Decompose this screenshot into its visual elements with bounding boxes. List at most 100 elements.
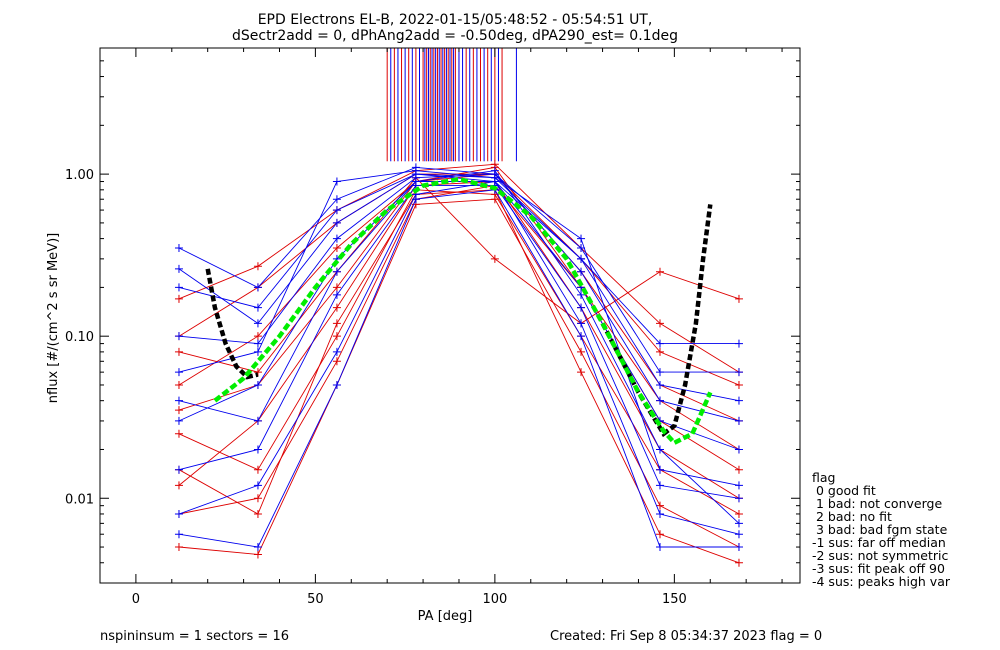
data-point <box>734 416 743 425</box>
data-point <box>577 267 586 276</box>
data-point <box>253 465 262 474</box>
data-point <box>174 347 183 356</box>
data-point <box>332 357 341 366</box>
x-tick-label: 0 <box>132 592 140 607</box>
data-point <box>656 543 664 552</box>
data-point <box>332 319 341 328</box>
chart-title-line1: EPD Electrons EL-B, 2022-01-15/05:48:52 … <box>258 12 653 28</box>
data-point <box>734 294 743 303</box>
data-point <box>577 368 586 377</box>
data-point <box>577 244 586 253</box>
data-point <box>332 234 341 243</box>
footer-right: Created: Fri Sep 8 05:34:37 2023 flag = … <box>550 629 822 644</box>
data-point <box>253 347 262 356</box>
data-point <box>253 339 262 348</box>
data-point <box>174 429 183 438</box>
data-point <box>411 170 420 179</box>
model-curve-left <box>205 268 259 380</box>
data-point <box>253 445 262 454</box>
data-point <box>253 283 262 292</box>
data-point <box>174 509 183 518</box>
data-point <box>332 303 341 312</box>
series-line-6 <box>178 189 740 515</box>
data-point <box>332 283 341 292</box>
series-line-2 <box>178 181 740 499</box>
data-point <box>332 347 341 356</box>
data-point <box>174 294 183 303</box>
data-point <box>332 290 341 299</box>
data-point <box>656 368 664 377</box>
data-point <box>174 530 183 539</box>
data-point <box>174 416 183 425</box>
data-point <box>656 481 664 490</box>
series-line-19 <box>178 173 740 402</box>
data-point <box>332 244 341 253</box>
data-point <box>253 550 262 559</box>
series-line-1 <box>178 173 740 422</box>
data-point <box>656 380 664 389</box>
data-point <box>656 530 664 539</box>
series-line-17 <box>178 170 740 486</box>
data-point <box>734 509 743 518</box>
data-point <box>253 332 262 341</box>
data-point <box>656 319 664 328</box>
series-line-15 <box>178 173 740 422</box>
data-point <box>734 558 743 567</box>
fit-curve <box>213 176 713 446</box>
legend-item: 0 good fit <box>812 483 876 498</box>
series-line-7 <box>178 173 740 386</box>
series-line-10 <box>178 189 740 564</box>
y-tick-label: 0.10 <box>65 330 94 345</box>
data-point <box>253 543 262 552</box>
data-point <box>734 519 743 528</box>
series-line-3 <box>178 163 740 373</box>
legend-item: 2 bad: no fit <box>812 509 892 524</box>
data-point <box>253 303 262 312</box>
data-point <box>253 509 262 518</box>
data-point <box>174 481 183 490</box>
series-line-18 <box>178 170 740 524</box>
legend-item: 1 bad: not converge <box>812 496 942 511</box>
plot-frame <box>99 47 801 584</box>
series-line-14 <box>178 189 739 548</box>
series-line-16 <box>178 185 740 499</box>
data-point <box>411 177 420 186</box>
data-point <box>577 319 586 328</box>
data-point <box>490 177 499 186</box>
data-point <box>577 290 586 299</box>
legend-items: 0 good fit 1 bad: not converge 2 bad: no… <box>812 483 951 589</box>
legend-item: -4 sus: peaks high var <box>812 574 951 589</box>
data-point <box>174 368 183 377</box>
data-point <box>332 177 341 186</box>
legend-item: -1 sus: far off median <box>812 535 946 550</box>
data-point <box>656 347 664 356</box>
x-tick-label: 150 <box>662 592 687 607</box>
data-point <box>253 380 262 389</box>
data-point <box>332 195 341 204</box>
data-point <box>174 244 183 253</box>
data-point <box>174 332 183 341</box>
data-point <box>332 332 341 341</box>
data-point <box>577 303 586 312</box>
series-line-11 <box>178 166 739 373</box>
data-point <box>332 218 341 227</box>
data-point <box>332 380 341 389</box>
data-point <box>174 406 183 415</box>
data-point <box>174 264 183 273</box>
data-point <box>174 465 183 474</box>
data-point <box>734 543 743 552</box>
data-point <box>332 267 341 276</box>
series-line-8 <box>178 185 740 515</box>
footer-left: nspininsum = 1 sectors = 16 <box>100 629 289 644</box>
data-point <box>174 543 183 552</box>
x-tick-label: 50 <box>307 592 324 607</box>
data-point <box>174 283 183 292</box>
data-point <box>656 445 664 454</box>
data-point <box>253 481 262 490</box>
data-point <box>174 396 183 405</box>
data-point <box>734 494 743 503</box>
x-axis-label: PA [deg] <box>418 609 473 624</box>
data-point <box>734 530 743 539</box>
legend-item: -2 sus: not symmetric <box>812 548 948 563</box>
